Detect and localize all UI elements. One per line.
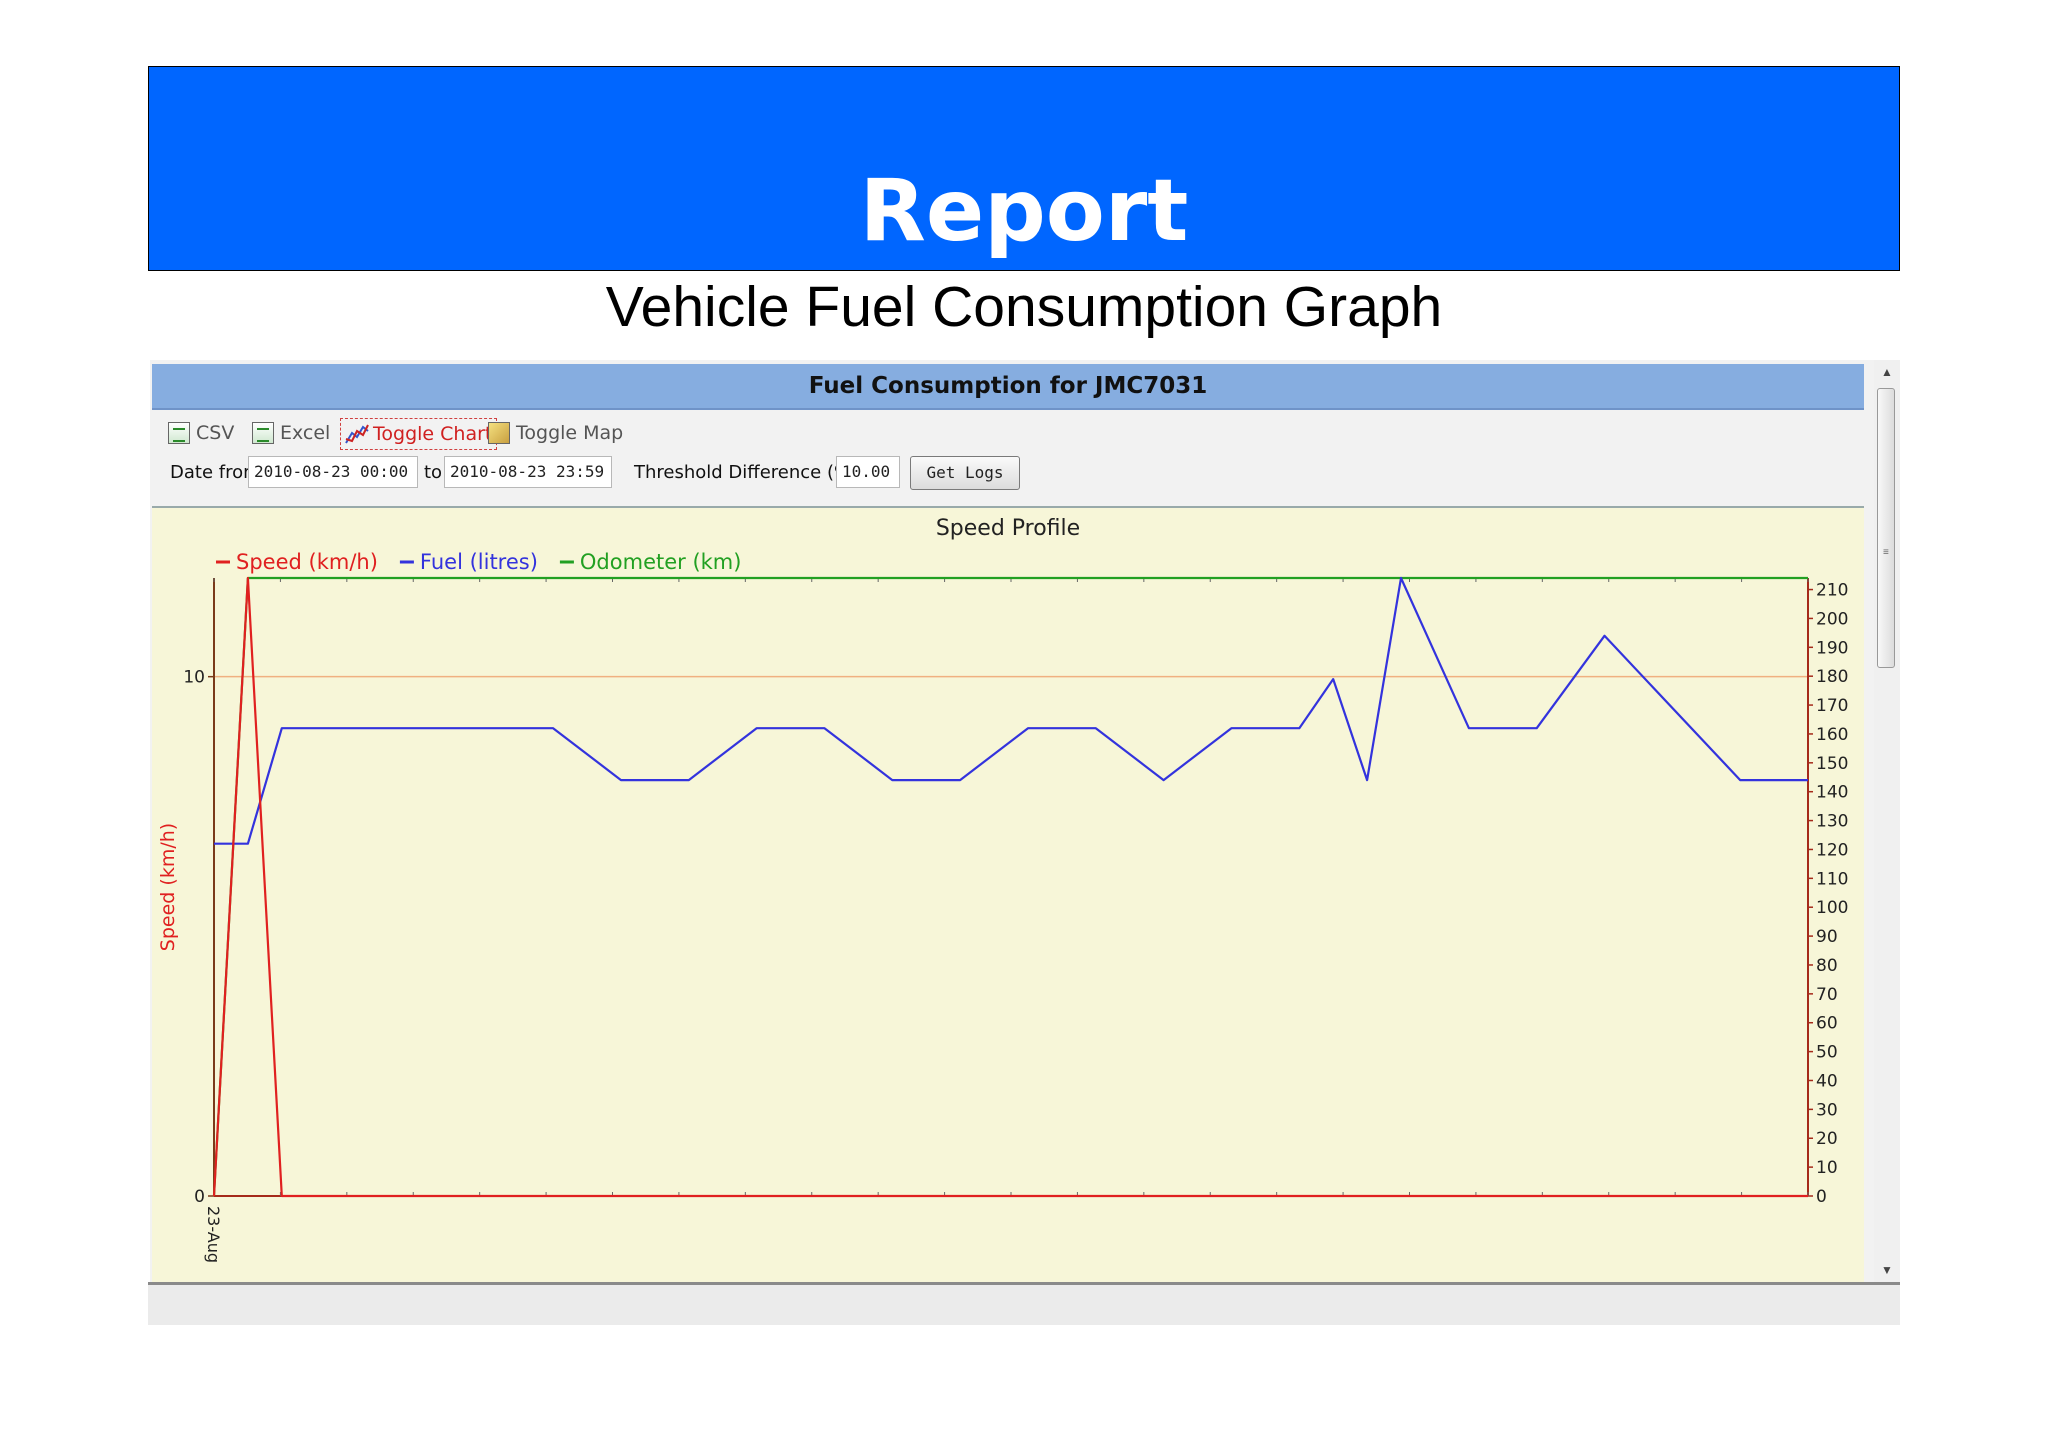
slide-title: Report (859, 161, 1189, 261)
toggle-chart-label: Toggle Chart (373, 423, 493, 445)
threshold-field[interactable]: 10.00 (836, 456, 900, 488)
csv-button[interactable]: CSV (168, 418, 234, 448)
excel-button[interactable]: Excel (252, 418, 330, 448)
vertical-scrollbar[interactable]: ▲ ≡ ▼ (1874, 360, 1900, 1282)
left-tick-label: 0 (194, 1187, 205, 1207)
slide-subtitle: Vehicle Fuel Consumption Graph (605, 275, 1443, 339)
right-tick-label: 80 (1816, 956, 1838, 976)
y-axis-label: Speed (km/h) (157, 823, 179, 951)
excel-label: Excel (280, 422, 331, 444)
scroll-up-icon[interactable]: ▲ (1881, 365, 1893, 379)
toolbar: CSV Excel Toggle Chart Toggle Map Date f… (152, 410, 1864, 508)
x-tick-label: 23-Aug (204, 1206, 223, 1263)
right-tick-label: 150 (1816, 754, 1848, 774)
threshold-label: Threshold Difference (%): (634, 462, 865, 483)
panel-title: Fuel Consumption for JMC7031 (152, 364, 1864, 410)
date-from-label: Date from (170, 462, 261, 483)
right-tick-label: 210 (1816, 581, 1848, 601)
right-tick-label: 180 (1816, 667, 1848, 687)
legend-label: Fuel (litres) (420, 550, 538, 574)
odometer-line (212, 576, 1808, 1197)
get-logs-button[interactable]: Get Logs (910, 456, 1020, 490)
right-tick-label: 200 (1816, 609, 1848, 629)
speed-profile-chart: Speed Profile Speed (km/h) Fuel (litres) O… (157, 516, 1848, 1263)
right-tick-label: 0 (1816, 1187, 1827, 1207)
right-tick-label: 60 (1816, 1014, 1838, 1034)
title-banner (148, 66, 1900, 271)
scroll-down-icon[interactable]: ▼ (1881, 1263, 1893, 1277)
app-status-bar (148, 1282, 1900, 1325)
csv-icon (168, 422, 190, 444)
legend-label: Speed (km/h) (236, 550, 378, 574)
right-tick-label: 20 (1816, 1129, 1838, 1149)
scroll-thumb[interactable]: ≡ (1877, 388, 1895, 668)
filter-row: Date from 2010-08-23 00:00 to 2010-08-23… (152, 454, 1864, 490)
right-tick-label: 110 (1816, 869, 1848, 889)
grip-icon: ≡ (1883, 547, 1889, 558)
chart-area: Speed Profile Speed (km/h) Fuel (litres) O… (152, 508, 1864, 1282)
toggle-map-button[interactable]: Toggle Map (488, 418, 623, 448)
right-tick-label: 160 (1816, 725, 1848, 745)
left-tick-label: 10 (183, 668, 205, 688)
fuel-line (214, 576, 1808, 845)
right-tick-label: 50 (1816, 1043, 1838, 1063)
chart-legend: Speed (km/h) Fuel (litres) Odometer (km) (216, 550, 741, 574)
date-to-field[interactable]: 2010-08-23 23:59 (444, 456, 612, 488)
csv-label: CSV (196, 422, 235, 444)
right-tick-label: 70 (1816, 985, 1838, 1005)
right-tick-label: 130 (1816, 812, 1848, 832)
right-tick-label: 170 (1816, 696, 1848, 716)
right-tick-label: 140 (1816, 783, 1848, 803)
toggle-map-label: Toggle Map (516, 422, 624, 444)
right-tick-label: 120 (1816, 840, 1848, 860)
right-tick-label: 190 (1816, 638, 1848, 658)
right-tick-label: 30 (1816, 1100, 1838, 1120)
date-from-field[interactable]: 2010-08-23 00:00 (248, 456, 418, 488)
right-tick-label: 90 (1816, 927, 1838, 947)
right-tick-label: 40 (1816, 1071, 1838, 1091)
right-tick-label: 10 (1816, 1158, 1838, 1178)
to-label: to (424, 462, 443, 483)
toggle-chart-button[interactable]: Toggle Chart (340, 418, 498, 450)
legend-label: Odometer (km) (580, 550, 742, 574)
map-icon (488, 422, 510, 444)
chart-title: Speed Profile (936, 516, 1080, 541)
excel-icon (252, 422, 274, 444)
chart-icon (345, 424, 369, 444)
right-tick-label: 100 (1816, 898, 1848, 918)
speed-line (212, 576, 1808, 1198)
